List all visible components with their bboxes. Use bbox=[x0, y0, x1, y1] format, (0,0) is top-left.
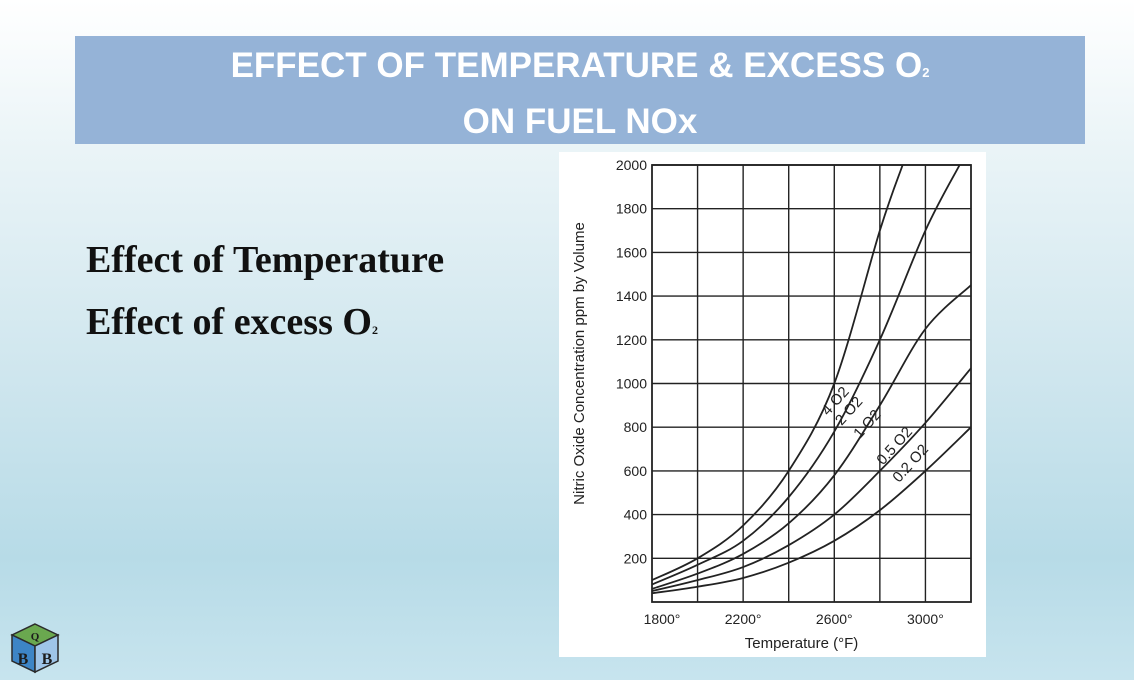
x-tick-label: 2600° bbox=[816, 611, 853, 627]
svg-text:Q: Q bbox=[31, 631, 40, 643]
y-tick-label: 1400 bbox=[616, 288, 647, 304]
company-cube-logo-icon: Q B B bbox=[8, 621, 62, 675]
y-tick-label: 200 bbox=[624, 550, 648, 566]
series-line bbox=[652, 367, 971, 592]
nox-chart-svg: 200 400 600 800 1000 1200 1400 1600 1800 2000 1800… bbox=[571, 157, 972, 652]
title-line-2: ON FUEL NOx bbox=[462, 102, 698, 141]
title-subscript: 2 bbox=[922, 65, 930, 80]
y-tick-label: 400 bbox=[624, 507, 648, 523]
bullet-item: Effect of Temperature bbox=[86, 236, 444, 298]
y-tick-label: 600 bbox=[624, 463, 648, 479]
series-line bbox=[652, 165, 961, 586]
y-tick-label: 800 bbox=[624, 419, 648, 435]
y-tick-label: 1600 bbox=[616, 244, 647, 260]
y-tick-label: 1800 bbox=[616, 201, 647, 217]
bullet-subscript: 2 bbox=[371, 323, 378, 337]
series-line bbox=[652, 284, 971, 590]
y-tick-label: 1000 bbox=[616, 376, 647, 392]
svg-text:B: B bbox=[18, 651, 29, 668]
x-tick-label: 2200° bbox=[725, 611, 762, 627]
y-tick-label: 1200 bbox=[616, 332, 647, 348]
x-tick-label: 3000° bbox=[907, 611, 944, 627]
svg-text:B: B bbox=[42, 651, 53, 668]
y-axis-label: Nitric Oxide Concentration ppm by Volume bbox=[571, 222, 588, 505]
bullet-list: Effect of Temperature Effect of excess O… bbox=[86, 236, 444, 360]
title-line-1: EFFECT OF TEMPERATURE & EXCESS O2 bbox=[75, 41, 1085, 97]
slide-title: EFFECT OF TEMPERATURE & EXCESS O2 ON FUE… bbox=[75, 36, 1085, 144]
plot-frame bbox=[651, 164, 972, 603]
bullet-text: Effect of excess O bbox=[86, 301, 372, 343]
bullet-text: Effect of Temperature bbox=[86, 239, 445, 281]
bullet-item: Effect of excess O2 bbox=[86, 298, 444, 360]
title-line-1-text: EFFECT OF TEMPERATURE & EXCESS O bbox=[230, 46, 923, 85]
x-tick-label: 1800° bbox=[644, 611, 681, 627]
series-line bbox=[652, 426, 971, 595]
x-axis-label: Temperature (°F) bbox=[745, 635, 859, 652]
nox-chart: 200 400 600 800 1000 1200 1400 1600 1800 2000 1800… bbox=[559, 152, 986, 657]
series-line bbox=[652, 165, 904, 581]
y-tick-label: 2000 bbox=[616, 157, 647, 173]
